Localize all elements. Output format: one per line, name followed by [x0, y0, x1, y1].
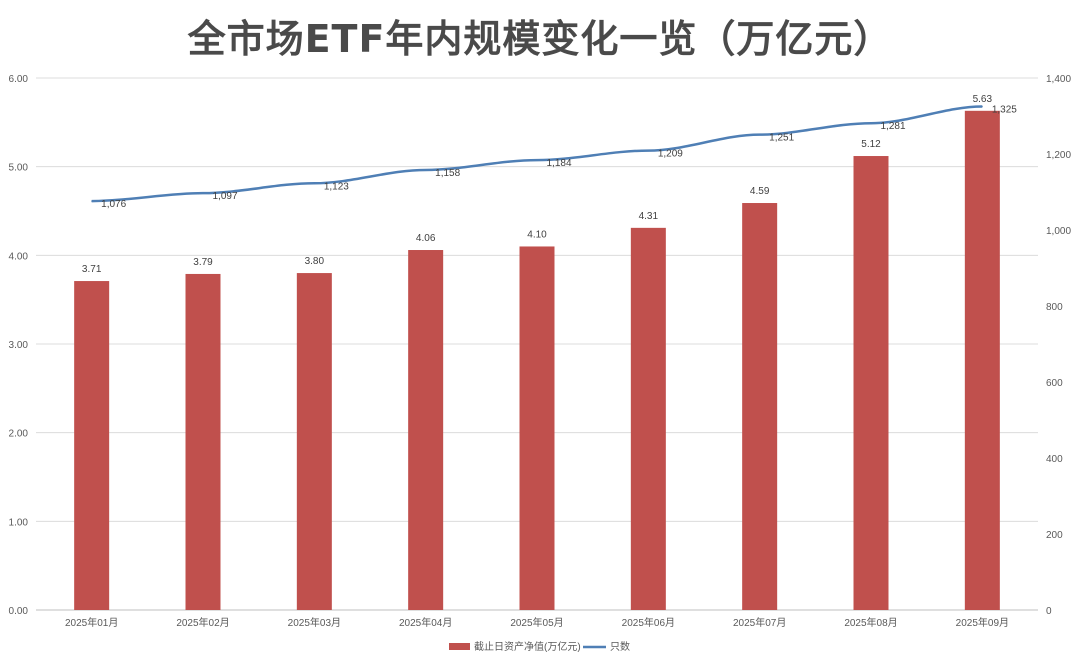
line-point — [536, 159, 538, 161]
line-series — [91, 105, 983, 203]
bar-data-label: 3.80 — [305, 256, 325, 267]
bar-data-label: 3.71 — [82, 264, 102, 275]
line-data-label: 1,184 — [546, 158, 571, 169]
legend-label: 只数 — [610, 640, 630, 653]
bar — [742, 203, 778, 610]
y-left-tick-label: 3.00 — [9, 340, 29, 351]
line-data-label: 1,123 — [324, 181, 349, 192]
y-right-tick-label: 0 — [1046, 606, 1052, 617]
line-data-label: 1,076 — [101, 199, 126, 210]
bar-data-label: 4.31 — [639, 211, 659, 222]
line-point — [759, 134, 761, 136]
line-data-label: 1,209 — [658, 149, 683, 160]
bar — [185, 273, 221, 610]
bar — [853, 156, 889, 610]
line-data-label: 1,281 — [880, 121, 905, 132]
x-tick-label: 2025年03月 — [288, 616, 341, 629]
y-left-tick-label: 6.00 — [9, 74, 29, 85]
bar-data-label: 4.10 — [527, 229, 547, 240]
x-tick-label: 2025年07月 — [733, 616, 786, 629]
bar — [74, 281, 110, 610]
y-right-tick-label: 1,200 — [1046, 150, 1071, 161]
bar-data-label: 5.63 — [973, 94, 993, 105]
line-point — [425, 169, 427, 171]
y-right-tick-label: 1,400 — [1046, 74, 1071, 85]
x-tick-label: 2025年09月 — [956, 616, 1009, 629]
bar-data-label: 5.12 — [861, 139, 881, 150]
line-point — [647, 150, 649, 152]
x-tick-label: 2025年05月 — [510, 616, 563, 629]
line-point — [313, 182, 315, 184]
bar-data-label: 4.06 — [416, 233, 436, 244]
bar — [408, 250, 444, 610]
y-right-tick-label: 600 — [1046, 378, 1063, 389]
x-tick-label: 2025年04月 — [399, 616, 452, 629]
line-data-label: 1,158 — [435, 168, 460, 179]
x-tick-label: 2025年02月 — [176, 616, 229, 629]
y-right-tick-label: 400 — [1046, 454, 1063, 465]
x-tick-label: 2025年08月 — [844, 616, 897, 629]
y-right-tick-label: 200 — [1046, 530, 1063, 541]
bar — [296, 273, 332, 610]
line-data-label: 1,325 — [992, 105, 1017, 116]
y-left-tick-label: 1.00 — [9, 517, 29, 528]
y-right-tick-label: 800 — [1046, 302, 1063, 313]
x-tick-label: 2025年06月 — [622, 616, 675, 629]
line-point — [870, 122, 872, 124]
chart-title: 全市场ETF年内规模变化一览（万亿元） — [187, 17, 893, 61]
bar — [630, 227, 666, 610]
legend-label: 截止日资产净值(万亿元) — [474, 640, 581, 653]
x-tick-label: 2025年01月 — [65, 616, 118, 629]
bar — [519, 246, 555, 610]
line-point — [981, 106, 983, 107]
line-data-label: 1,097 — [212, 191, 237, 202]
legend-swatch-bar — [449, 643, 470, 650]
y-left-tick-label: 5.00 — [9, 163, 29, 174]
bar-data-label: 3.79 — [193, 257, 213, 268]
y-right-tick-label: 1,000 — [1046, 226, 1071, 237]
y-left-tick-label: 2.00 — [9, 429, 29, 440]
line-data-label: 1,251 — [769, 133, 794, 144]
y-left-tick-label: 4.00 — [9, 251, 29, 262]
line-point — [91, 200, 93, 202]
bar-data-label: 4.59 — [750, 186, 770, 197]
line-point — [202, 192, 204, 194]
y-left-tick-label: 0.00 — [9, 606, 29, 617]
bar — [964, 110, 1000, 610]
